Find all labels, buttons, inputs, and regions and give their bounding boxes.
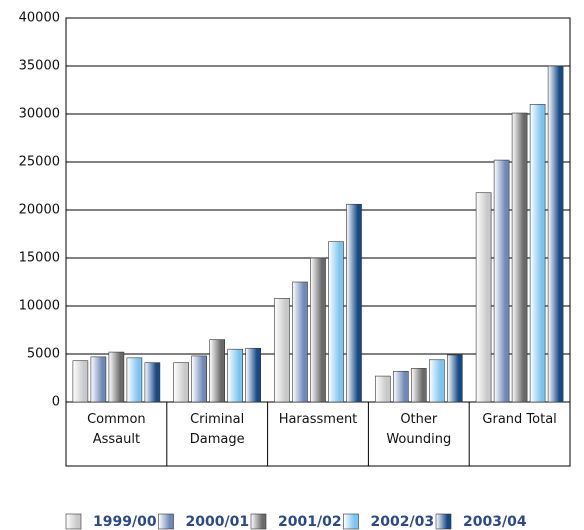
bar xyxy=(245,347,261,403)
x-tick-label: Criminal Damage xyxy=(189,412,245,447)
legend-swatch xyxy=(250,513,267,530)
bar xyxy=(547,65,564,403)
y-tick-label: 10000 xyxy=(19,299,60,314)
plot-frame xyxy=(65,17,571,467)
legend-label: 2002/03 xyxy=(371,514,435,530)
bar xyxy=(227,348,243,403)
legend-label: 2003/04 xyxy=(463,514,527,530)
bar xyxy=(126,357,143,403)
bar xyxy=(493,159,510,403)
y-tick-label: 30000 xyxy=(19,107,60,122)
bar xyxy=(108,351,125,403)
y-tick-label: 0 xyxy=(52,395,60,410)
legend-label: 2000/01 xyxy=(186,514,250,530)
bar xyxy=(428,359,445,403)
bar xyxy=(310,257,326,403)
bar xyxy=(90,356,107,403)
legend-label: 1999/00 xyxy=(93,514,157,530)
y-tick-label: 25000 xyxy=(19,155,60,170)
bar xyxy=(328,241,344,403)
bar xyxy=(72,360,89,403)
bar xyxy=(475,192,492,403)
bar xyxy=(191,355,207,403)
legend-label: 2001/02 xyxy=(278,514,342,530)
legend-swatch xyxy=(435,513,452,530)
y-tick-label: 35000 xyxy=(19,59,60,74)
y-tick-label: 15000 xyxy=(19,251,60,266)
bar xyxy=(274,298,290,403)
bar xyxy=(410,368,427,403)
bar xyxy=(209,339,225,403)
y-tick-label: 5000 xyxy=(27,347,60,362)
bar xyxy=(511,112,528,403)
legend-swatch xyxy=(343,513,359,530)
bar xyxy=(446,354,463,403)
bar xyxy=(392,370,409,403)
y-tick-label: 40000 xyxy=(19,11,60,26)
bar xyxy=(529,104,546,403)
bar xyxy=(144,362,161,403)
legend-swatch xyxy=(65,513,82,530)
bar xyxy=(173,362,189,403)
x-tick-label: Harassment xyxy=(278,412,358,427)
legend-swatch xyxy=(158,513,174,530)
bar xyxy=(292,281,308,403)
bar xyxy=(346,203,362,403)
y-tick-label: 20000 xyxy=(19,203,60,218)
x-tick-label: Common Assault xyxy=(87,412,146,447)
bar xyxy=(374,375,391,403)
x-tick-label: Other Wounding xyxy=(386,412,452,447)
x-tick-label: Grand Total xyxy=(482,412,557,427)
